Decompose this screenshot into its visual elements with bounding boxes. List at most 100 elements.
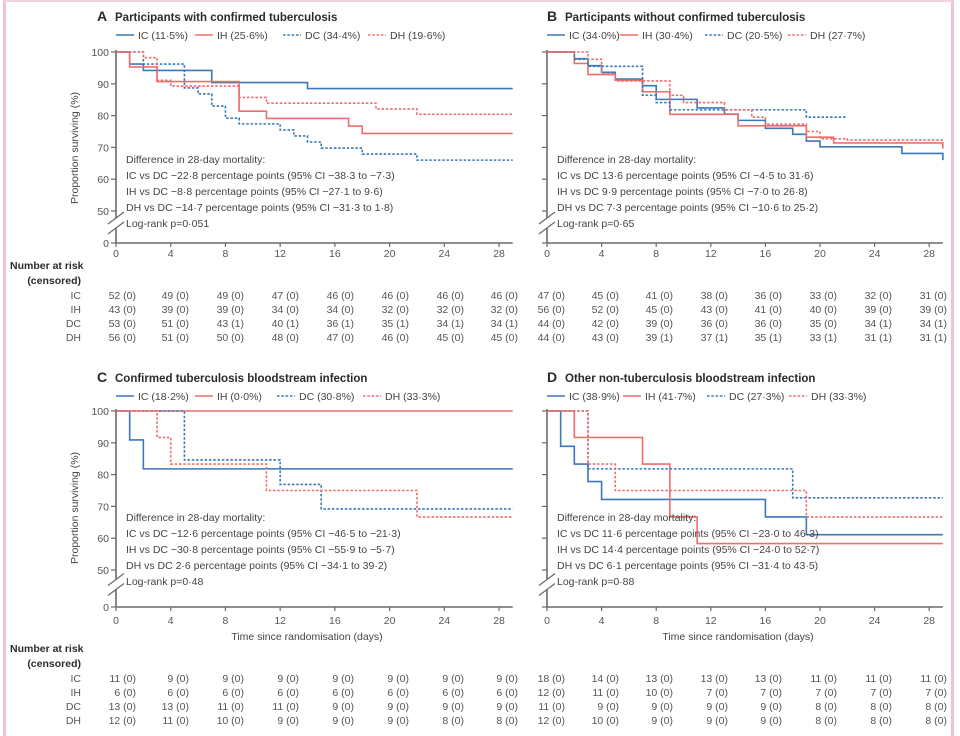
x-tick-label: 12 <box>274 248 286 260</box>
risk-cell: 7 (0) <box>925 687 947 699</box>
risk-cell: 8 (0) <box>870 701 892 713</box>
risk-cell: 6 (0) <box>222 687 244 699</box>
panel-title-b: Participants without confirmed tuberculo… <box>565 12 805 24</box>
risk-cell: 13 (0) <box>646 673 673 685</box>
x-tick-label: 20 <box>384 615 396 627</box>
x-tick-label: 0 <box>113 248 119 260</box>
risk-cell: 43 (0) <box>701 304 728 316</box>
y-tick-label: 50 <box>97 206 109 218</box>
risk-cell: 14 (0) <box>592 673 619 685</box>
y-tick-label: 80 <box>97 470 109 482</box>
risk-cell: 6 (0) <box>387 687 409 699</box>
risk-cell: 43 (0) <box>109 304 136 316</box>
risk-cell: 6 (0) <box>496 687 518 699</box>
panel-title-a: Participants with confirmed tuberculosis <box>115 12 337 24</box>
km-curve-dh <box>547 410 943 518</box>
risk-cell: 13 (0) <box>755 673 782 685</box>
risk-cell: 8 (0) <box>870 715 892 727</box>
risk-cell: 41 (0) <box>755 304 782 316</box>
risk-cell: 8 (0) <box>496 715 518 727</box>
x-tick-label: 28 <box>493 248 505 260</box>
x-tick-label: 12 <box>705 615 717 627</box>
risk-cell: 35 (0) <box>810 318 837 330</box>
km-curve-ic <box>547 51 944 161</box>
risk-cell: 36 (1) <box>327 318 354 330</box>
risk-cell: 9 (0) <box>332 701 354 713</box>
legend-label-ih: IH (41·7%) <box>645 391 696 403</box>
km-curve-dc <box>116 51 513 161</box>
risk-cell: 44 (0) <box>538 332 565 344</box>
risk-cell: 10 (0) <box>217 715 244 727</box>
risk-cell: 6 (0) <box>332 687 354 699</box>
axis-break-gap <box>105 575 127 594</box>
risk-cell: 11 (0) <box>920 673 947 685</box>
risk-cell: 9 (0) <box>651 701 673 713</box>
y-tick-label: 60 <box>97 533 109 545</box>
x-tick-label: 20 <box>814 615 826 627</box>
risk-cell: 36 (0) <box>755 290 782 302</box>
x-tick-label: 8 <box>653 248 659 260</box>
mortality-difference-text: IH vs DC −8·8 percentage points (95% CI … <box>126 186 383 198</box>
risk-row-label-ic: IC <box>71 673 82 685</box>
legend-label-dc: DC (27·3%) <box>729 391 784 403</box>
risk-cell: 11 (0) <box>592 687 619 699</box>
km-curve-dc <box>116 410 513 510</box>
risk-cell: 34 (1) <box>491 318 518 330</box>
x-tick-label: 8 <box>653 615 659 627</box>
risk-cell: 40 (0) <box>810 304 837 316</box>
risk-cell: 9 (0) <box>167 673 189 685</box>
y-tick-label: 100 <box>91 406 109 418</box>
x-tick-label: 28 <box>493 615 505 627</box>
risk-cell: 34 (1) <box>920 318 947 330</box>
risk-cell: 46 (0) <box>327 290 354 302</box>
risk-cell: 39 (0) <box>920 304 947 316</box>
y-axis-label-a: Proportion surviving (%) <box>69 92 81 204</box>
risk-cell: 9 (0) <box>597 701 619 713</box>
x-tick-label: 20 <box>384 248 396 260</box>
risk-row-label-dc: DC <box>66 318 82 330</box>
legend-label-ic: IC (18·2%) <box>138 391 189 403</box>
legend-label-dh: DH (33·3%) <box>811 391 866 403</box>
legend-label-ic: IC (11·5%) <box>138 30 188 42</box>
risk-cell: 32 (0) <box>382 304 409 316</box>
risk-cell: 9 (0) <box>651 715 673 727</box>
risk-cell: 9 (0) <box>277 715 299 727</box>
mortality-difference-text: IH vs DC −30·8 percentage points (95% CI… <box>126 544 395 556</box>
km-curve-ic <box>116 410 513 470</box>
risk-cell: 11 (0) <box>538 701 565 713</box>
risk-cell: 9 (0) <box>332 673 354 685</box>
panel-b: B Participants without confirmed tubercu… <box>547 8 805 24</box>
risk-cell: 9 (0) <box>706 701 728 713</box>
x-tick-label: 0 <box>544 615 550 627</box>
axis-break-mark <box>538 221 556 235</box>
risk-cell: 56 (0) <box>538 304 565 316</box>
km-curve-dh <box>547 51 943 141</box>
risk-cell: 11 (0) <box>217 701 244 713</box>
x-tick-label: 12 <box>705 248 717 260</box>
legend-label-dh: DH (19·6%) <box>390 30 445 42</box>
risk-row-label-dc: DC <box>66 701 82 713</box>
risk-cell: 10 (0) <box>646 687 673 699</box>
risk-cell: 13 (0) <box>109 701 136 713</box>
risk-cell: 11 (0) <box>272 701 299 713</box>
risk-cell: 42 (0) <box>592 318 619 330</box>
panel-letter-b: B <box>547 8 557 24</box>
log-rank-p-value: Log-rank p=0·051 <box>126 218 209 230</box>
risk-cell: 9 (0) <box>222 673 244 685</box>
risk-cell: 7 (0) <box>870 687 892 699</box>
risk-cell: 36 (0) <box>755 318 782 330</box>
risk-cell: 9 (0) <box>387 701 409 713</box>
risk-cell: 9 (0) <box>387 673 409 685</box>
axis-break-mark <box>538 573 556 586</box>
log-rank-p-value: Log-rank p=0·65 <box>557 218 635 230</box>
panel-a-plot: 0 50 60 70 80 90 100 0 4 8 12 16 20 24 28 IC (11·5%) IH … <box>66 30 518 344</box>
x-axis-label-c: Time since randomisation (days) <box>231 631 382 643</box>
axis-break-gap <box>536 213 558 233</box>
log-rank-p-value: Log-rank p=0·88 <box>557 576 635 588</box>
mortality-difference-text: IC vs DC −22·8 percentage points (95% CI… <box>126 170 395 182</box>
risk-cell: 49 (0) <box>217 290 244 302</box>
x-tick-label: 8 <box>223 248 229 260</box>
risk-cell: 9 (0) <box>760 715 782 727</box>
risk-cell: 48 (0) <box>272 332 299 344</box>
